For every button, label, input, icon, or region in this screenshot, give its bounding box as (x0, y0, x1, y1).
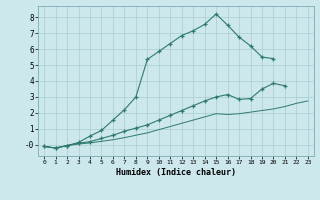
X-axis label: Humidex (Indice chaleur): Humidex (Indice chaleur) (116, 168, 236, 177)
